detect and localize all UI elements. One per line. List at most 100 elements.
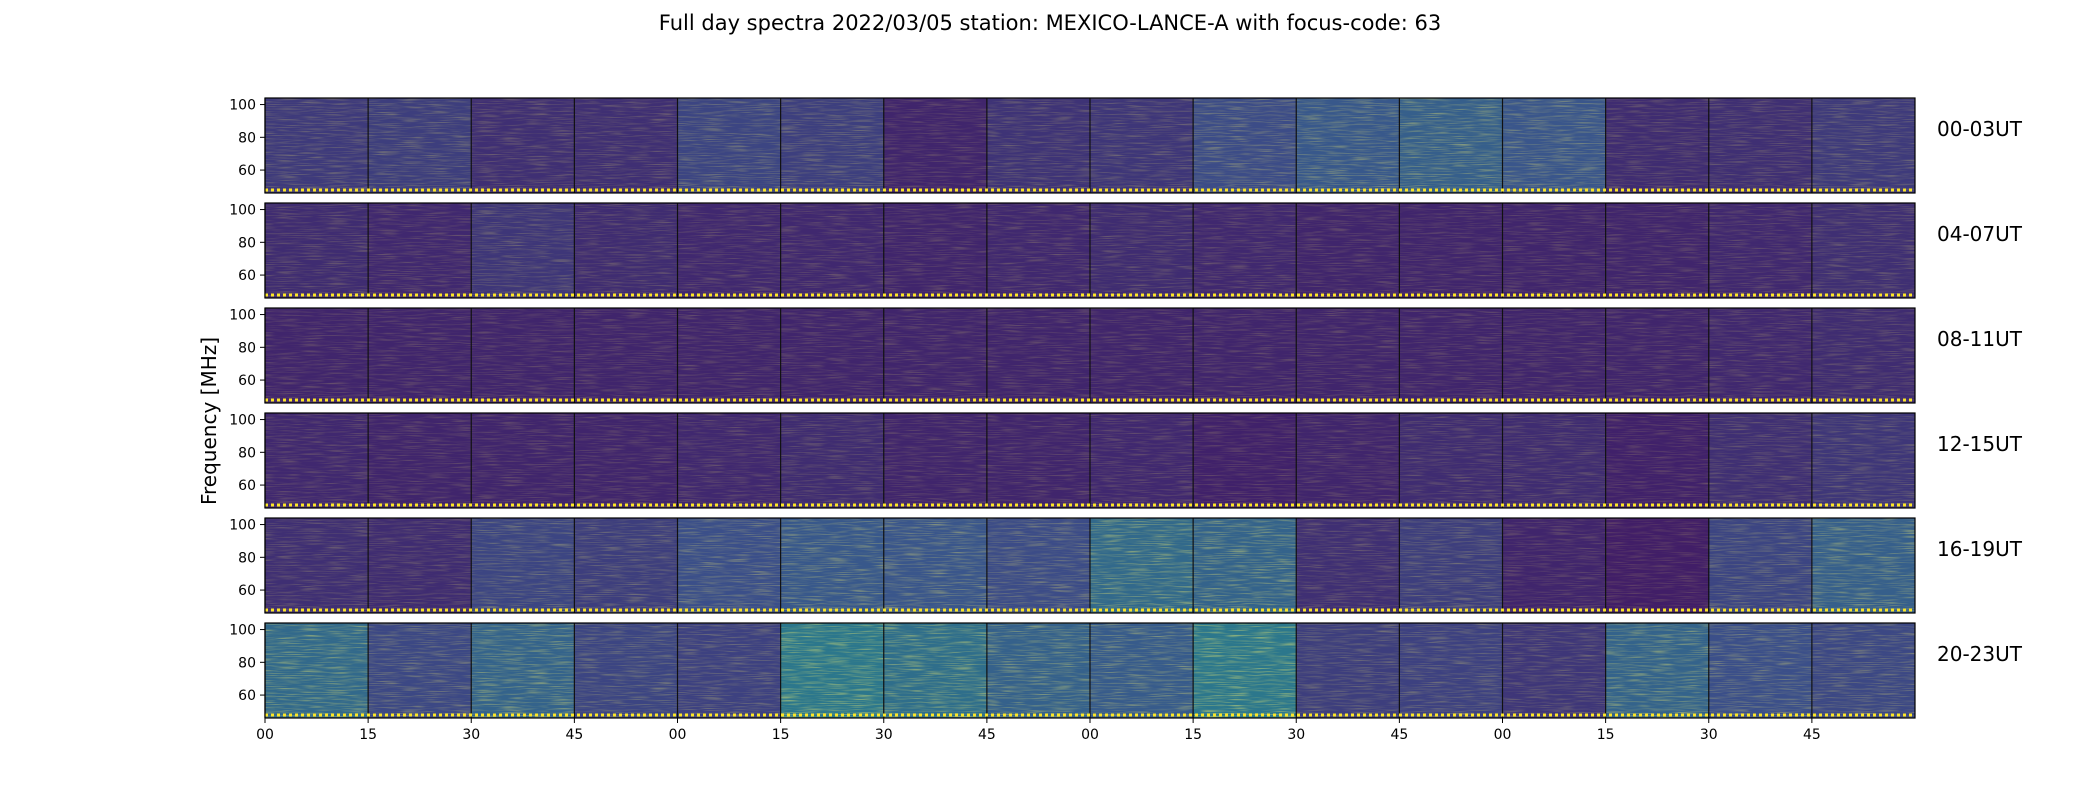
- y-tick-label: 80: [238, 655, 256, 671]
- spectrum-texture: [1811, 98, 1915, 193]
- y-tick-label: 80: [238, 340, 256, 356]
- spectrum-texture: [1605, 413, 1709, 508]
- y-tick-label: 80: [238, 235, 256, 251]
- x-tick-label: 15: [359, 727, 377, 743]
- spectrum-texture: [1090, 98, 1194, 193]
- spectrum-texture: [1296, 308, 1400, 403]
- row-frame: [264, 517, 1916, 614]
- spectrum-texture: [677, 413, 781, 508]
- y-tick-label: 100: [229, 308, 256, 324]
- spectrum-texture: [1090, 203, 1194, 298]
- spectrum-texture: [780, 308, 884, 403]
- spectrum-texture: [1811, 308, 1915, 403]
- spectrum-texture: [883, 413, 987, 508]
- spectrum-texture: [368, 518, 472, 613]
- spectrum-texture: [780, 413, 884, 508]
- row-label: 12-15UT: [1937, 432, 2023, 456]
- spectrum-texture: [574, 203, 678, 298]
- spectrum-texture: [780, 518, 884, 613]
- spectrum-texture: [574, 308, 678, 403]
- spectrum-texture: [265, 413, 369, 508]
- spectrum-texture: [1193, 623, 1297, 718]
- spectrum-texture: [471, 413, 575, 508]
- spectrum-texture: [265, 623, 369, 718]
- spectrum-texture: [1605, 518, 1709, 613]
- spectrum-texture: [574, 518, 678, 613]
- spectrum-texture: [1399, 98, 1503, 193]
- x-tick-label: 15: [1184, 727, 1202, 743]
- y-tick-label: 100: [229, 413, 256, 429]
- spectrum-texture: [1090, 518, 1194, 613]
- spectrum-texture: [1090, 623, 1194, 718]
- spectrum-texture: [986, 98, 1090, 193]
- spectra-row: 60 80 100 00-03UT: [229, 97, 2023, 194]
- y-tick-label: 80: [238, 445, 256, 461]
- y-tick-label: 100: [229, 518, 256, 534]
- spectrum-texture: [780, 98, 884, 193]
- spectrum-texture: [1502, 98, 1606, 193]
- spectrum-texture: [1296, 203, 1400, 298]
- y-tick-label: 100: [229, 98, 256, 114]
- spectrum-texture: [471, 518, 575, 613]
- spectrum-texture: [1605, 623, 1709, 718]
- spectrum-texture: [1399, 203, 1503, 298]
- x-tick-label: 30: [462, 727, 480, 743]
- spectrum-texture: [265, 98, 369, 193]
- spectrum-texture: [1708, 203, 1812, 298]
- spectrum-texture: [1502, 518, 1606, 613]
- spectrum-texture: [368, 413, 472, 508]
- spectrum-texture: [1811, 203, 1915, 298]
- row-frame: [264, 97, 1916, 194]
- spectrum-texture: [1502, 203, 1606, 298]
- spectrum-texture: [1502, 308, 1606, 403]
- row-frame: [264, 412, 1916, 509]
- spectrum-texture: [677, 203, 781, 298]
- spectrum-texture: [883, 98, 987, 193]
- spectrum-texture: [471, 98, 575, 193]
- spectrum-texture: [1193, 98, 1297, 193]
- spectrum-texture: [1708, 623, 1812, 718]
- spectrum-texture: [1399, 413, 1503, 508]
- spectrum-texture: [1811, 413, 1915, 508]
- y-tick-label: 80: [238, 130, 256, 146]
- row-frame: [264, 202, 1916, 299]
- spectrum-texture: [883, 518, 987, 613]
- spectrum-texture: [1193, 203, 1297, 298]
- y-tick-label: 60: [238, 163, 256, 179]
- x-tick-label: 30: [875, 727, 893, 743]
- spectrum-texture: [883, 623, 987, 718]
- y-tick-label: 60: [238, 688, 256, 704]
- x-tick-label: 45: [1390, 727, 1408, 743]
- spectrum-texture: [1399, 623, 1503, 718]
- spectrum-texture: [1708, 98, 1812, 193]
- row-label: 00-03UT: [1937, 117, 2023, 141]
- spectrum-texture: [883, 203, 987, 298]
- x-tick-label: 45: [565, 727, 583, 743]
- y-tick-label: 100: [229, 203, 256, 219]
- x-tick-label: 45: [1803, 727, 1821, 743]
- spectrum-texture: [1399, 518, 1503, 613]
- spectrum-texture: [368, 308, 472, 403]
- spectra-row: 60 80 100 20-23UT: [229, 622, 2023, 719]
- spectrum-texture: [1296, 98, 1400, 193]
- row-label: 04-07UT: [1937, 222, 2023, 246]
- spectra-row: 60 80 100 16-19UT: [229, 517, 2023, 614]
- spectrum-texture: [368, 623, 472, 718]
- spectrum-texture: [574, 623, 678, 718]
- spectrum-texture: [986, 623, 1090, 718]
- y-tick-label: 60: [238, 583, 256, 599]
- spectrum-texture: [986, 203, 1090, 298]
- spectrum-texture: [265, 518, 369, 613]
- spectrum-texture: [1708, 413, 1812, 508]
- spectrum-texture: [1193, 413, 1297, 508]
- spectrum-texture: [780, 623, 884, 718]
- spectrum-texture: [986, 518, 1090, 613]
- spectrum-texture: [780, 203, 884, 298]
- x-tick-label: 00: [256, 727, 274, 743]
- spectrum-texture: [1708, 518, 1812, 613]
- spectrum-texture: [1605, 203, 1709, 298]
- spectrum-texture: [368, 203, 472, 298]
- y-tick-label: 100: [229, 623, 256, 639]
- x-tick-label: 00: [669, 727, 687, 743]
- spectrum-texture: [677, 518, 781, 613]
